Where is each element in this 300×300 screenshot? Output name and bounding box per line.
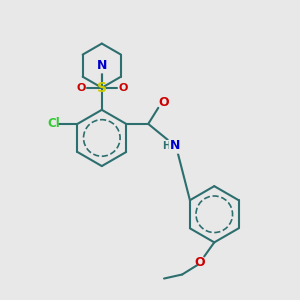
Text: S: S <box>97 81 107 95</box>
Text: N: N <box>97 59 107 72</box>
Text: O: O <box>194 256 205 269</box>
Text: H: H <box>162 141 170 151</box>
Text: O: O <box>76 83 86 93</box>
Text: N: N <box>170 140 180 152</box>
Text: O: O <box>118 83 128 93</box>
Text: Cl: Cl <box>47 117 60 130</box>
Text: O: O <box>158 96 169 109</box>
Text: N: N <box>97 59 107 72</box>
